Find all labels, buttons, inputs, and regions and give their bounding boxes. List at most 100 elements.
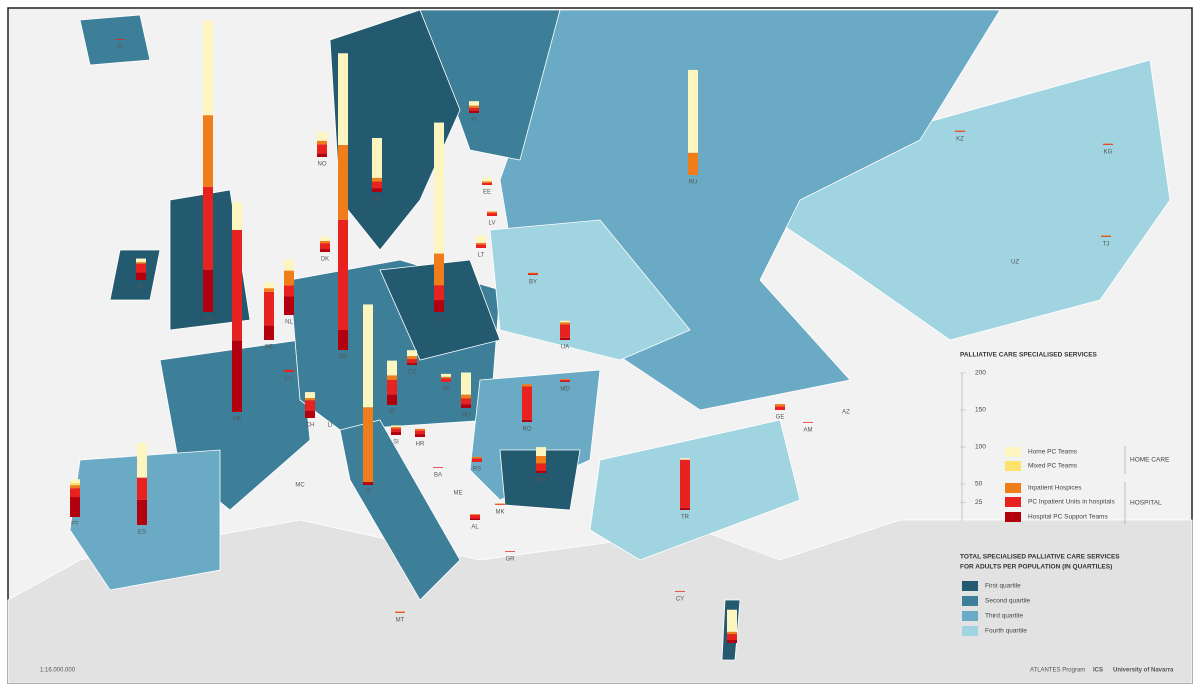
country-label: LT bbox=[478, 253, 485, 259]
bar-segment bbox=[469, 107, 479, 111]
legend-label: Mixed PC Teams bbox=[1028, 463, 1078, 470]
country-label: SE bbox=[373, 197, 381, 203]
country-label: TJ bbox=[1103, 242, 1110, 248]
bar-segment bbox=[137, 477, 147, 500]
bar-segment bbox=[136, 258, 146, 263]
country-label: IL bbox=[729, 648, 735, 654]
bar-segment bbox=[284, 369, 294, 372]
bar-segment bbox=[338, 53, 348, 146]
tick-label: 25 bbox=[975, 499, 983, 506]
legend-label: Hospital PC Support Teams bbox=[1028, 514, 1108, 521]
bar-segment bbox=[232, 229, 242, 341]
credit: ICS bbox=[1093, 668, 1103, 674]
bar-segment bbox=[680, 507, 690, 510]
bar-segment bbox=[305, 398, 315, 401]
bar-segment bbox=[560, 320, 570, 323]
bar-segment bbox=[434, 253, 444, 286]
bar-segment bbox=[372, 177, 382, 182]
bar-segment bbox=[522, 386, 532, 420]
country-label: BY bbox=[529, 280, 537, 286]
bar-segment bbox=[482, 182, 492, 185]
bar-segment bbox=[560, 381, 570, 382]
bar-segment bbox=[434, 300, 444, 312]
legend-swatch bbox=[1005, 497, 1021, 507]
legend-label: PC Inpatient Units in hospitals bbox=[1028, 499, 1115, 506]
bar-segment bbox=[536, 470, 546, 473]
country-label: FR bbox=[233, 417, 242, 423]
country-label: IE bbox=[138, 285, 144, 291]
bar-segment bbox=[688, 69, 698, 153]
bar-segment bbox=[320, 240, 330, 244]
bar-segment bbox=[433, 467, 443, 468]
bar-segment bbox=[320, 249, 330, 252]
country-label: MD bbox=[560, 387, 570, 393]
bar-segment bbox=[495, 503, 505, 505]
bar-segment bbox=[1103, 144, 1113, 145]
country-label: CZ bbox=[408, 370, 416, 376]
legend-swatch bbox=[1005, 447, 1021, 457]
bar-segment bbox=[727, 609, 737, 632]
bar-segment bbox=[482, 181, 492, 183]
bar-segment bbox=[1101, 236, 1111, 237]
bar-segment bbox=[317, 140, 327, 145]
tick-label: 150 bbox=[975, 407, 986, 414]
bar-segment bbox=[407, 356, 417, 360]
quartile-label: First quartile bbox=[985, 583, 1021, 590]
group-label: HOSPITAL bbox=[1130, 500, 1162, 507]
bar-segment bbox=[317, 131, 327, 141]
bar-segment bbox=[472, 456, 482, 459]
bar-segment bbox=[372, 181, 382, 189]
bar-segment bbox=[487, 211, 497, 214]
quartile-swatch bbox=[962, 581, 978, 591]
bar-segment bbox=[434, 122, 444, 254]
bar-segment bbox=[476, 242, 486, 245]
legend-swatch bbox=[1005, 512, 1021, 522]
bars: GB FR DE IT PL RU ES PT SE NO BE NL CH AT CZ HU RO BG TR IL… bbox=[70, 20, 1113, 654]
bar-segment bbox=[775, 406, 785, 410]
country-label: ME bbox=[454, 491, 463, 497]
bar-segment bbox=[415, 430, 425, 435]
bar-segment bbox=[560, 379, 570, 380]
bar-segment bbox=[387, 360, 397, 376]
country-label: BA bbox=[434, 473, 442, 479]
quartile-swatch bbox=[962, 611, 978, 621]
bar-segment bbox=[472, 458, 482, 462]
bar-segment bbox=[320, 243, 330, 250]
bar-segment bbox=[803, 422, 813, 423]
bar-segment bbox=[727, 640, 737, 643]
bar-segment bbox=[136, 272, 146, 280]
bar-segment bbox=[284, 259, 294, 271]
bar-segment bbox=[461, 394, 471, 399]
country-label: GR bbox=[506, 557, 516, 563]
bar-segment bbox=[395, 612, 405, 613]
bar-segment bbox=[317, 153, 327, 157]
bar-segment bbox=[317, 144, 327, 154]
bar-segment bbox=[284, 296, 294, 315]
bar-segment bbox=[391, 431, 401, 435]
bar-segment bbox=[415, 428, 425, 431]
bar-segment bbox=[560, 322, 570, 325]
bar-segment bbox=[70, 488, 80, 498]
credit: ATLANTES Program bbox=[1030, 668, 1085, 674]
bar-segment bbox=[115, 39, 125, 40]
bar-segment bbox=[70, 479, 80, 483]
bar-segment bbox=[70, 482, 80, 486]
tick-label: 50 bbox=[975, 481, 983, 488]
bar-segment bbox=[469, 101, 479, 106]
country-label: AM bbox=[804, 428, 813, 434]
bar-segment bbox=[70, 485, 80, 489]
bar-segment bbox=[363, 304, 373, 408]
country-label: GE bbox=[776, 415, 785, 421]
bar-segment bbox=[727, 631, 737, 635]
bar-segment bbox=[505, 551, 515, 552]
country-label: HU bbox=[462, 413, 471, 419]
bar-segment bbox=[680, 458, 690, 460]
bar-segment bbox=[387, 375, 397, 380]
country-label: RO bbox=[523, 427, 532, 433]
country-label: SK bbox=[442, 387, 450, 393]
bar-segment bbox=[522, 419, 532, 422]
quartile-swatch bbox=[962, 626, 978, 636]
bar-segment bbox=[469, 105, 479, 108]
bar-segment bbox=[395, 611, 405, 613]
